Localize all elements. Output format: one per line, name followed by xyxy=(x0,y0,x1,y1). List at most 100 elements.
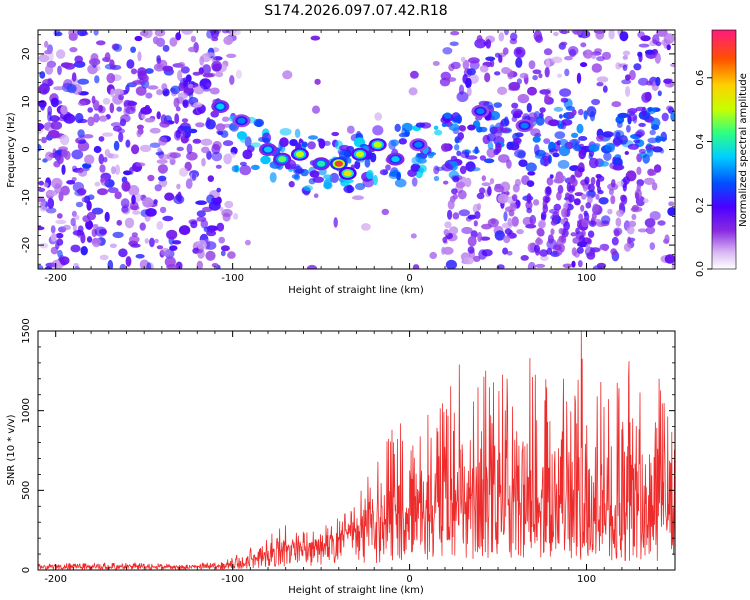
heatmap-cell xyxy=(374,112,383,121)
heatmap-cell xyxy=(443,112,452,119)
heatmap-cell xyxy=(88,58,101,66)
heatmap-cell xyxy=(608,188,614,196)
heatmap-cell xyxy=(206,194,215,204)
heatmap-cell xyxy=(118,132,124,143)
heatmap-cell xyxy=(44,40,49,48)
heatmap-cell xyxy=(144,68,154,74)
heatmap-cell xyxy=(177,92,189,99)
heatmap-cell xyxy=(80,246,88,256)
heatmap-cell xyxy=(464,177,472,188)
heatmap-cell xyxy=(444,221,452,229)
heatmap-peak xyxy=(317,160,326,167)
heatmap-cell xyxy=(611,101,622,108)
heatmap-cell xyxy=(506,250,513,256)
heatmap-cell xyxy=(142,30,153,39)
heatmap-cell xyxy=(174,113,180,125)
heatmap-cell xyxy=(454,136,460,144)
heatmap-cell xyxy=(539,249,548,257)
heatmap-cell xyxy=(450,61,461,70)
heatmap-cell xyxy=(645,144,656,151)
heatmap-cell xyxy=(647,107,653,112)
heatmap-cell xyxy=(77,30,87,37)
heatmap-cell xyxy=(534,144,540,156)
heatmap-cell xyxy=(314,78,321,85)
heatmap-cell xyxy=(544,196,550,204)
colorbar-tick-label: 0.6 xyxy=(695,70,706,86)
heatmap-cell xyxy=(192,138,202,144)
heatmap-cell xyxy=(448,123,460,131)
heatmap-cell xyxy=(476,203,482,211)
heatmap-cell xyxy=(638,122,646,127)
x-tick-label: 100 xyxy=(577,574,596,585)
heatmap-cell xyxy=(221,30,229,34)
heatmap-cell xyxy=(114,191,122,200)
heatmap-cell xyxy=(169,37,178,47)
heatmap-cell xyxy=(526,180,535,188)
heatmap-cell xyxy=(39,71,46,79)
heatmap-cell xyxy=(355,183,366,191)
heatmap-cell xyxy=(61,164,66,175)
heatmap-cell xyxy=(469,236,476,243)
heatmap-cell xyxy=(663,33,675,44)
heatmap-cell xyxy=(222,116,230,122)
heatmap-cell xyxy=(597,135,604,140)
heatmap-cell xyxy=(156,159,168,165)
snr-y-ticks: 0 500 1000 1500 xyxy=(21,318,675,573)
heatmap-cell xyxy=(410,233,417,239)
heatmap-cell xyxy=(460,151,470,159)
heatmap-cell xyxy=(636,166,642,175)
heatmap-cell xyxy=(484,72,491,83)
heatmap-cell xyxy=(552,211,560,220)
heatmap-cell xyxy=(560,30,569,35)
heatmap-cell xyxy=(486,147,497,158)
heatmap-cell xyxy=(47,197,55,209)
heatmap-cell xyxy=(565,192,570,200)
heatmap-cell xyxy=(650,117,661,128)
heatmap-cell xyxy=(522,216,533,226)
heatmap-cell xyxy=(156,111,161,120)
heatmap-cell xyxy=(152,36,159,45)
heatmap-cell xyxy=(354,160,361,170)
heatmap-cell xyxy=(649,129,656,136)
heatmap-cell xyxy=(121,180,131,192)
heatmap-cell xyxy=(396,171,401,181)
heatmap-cell xyxy=(63,113,76,124)
heatmap-cell xyxy=(532,136,541,143)
heatmap-cell xyxy=(50,225,56,234)
heatmap-cell xyxy=(159,206,167,214)
heatmap-cell xyxy=(229,75,235,85)
heatmap-cell xyxy=(312,105,320,114)
heatmap-cell xyxy=(158,154,171,160)
heatmap-cell xyxy=(149,237,155,248)
heatmap-cell xyxy=(479,187,486,194)
snr-x-ticks: -200 -100 0 100 xyxy=(37,331,676,585)
heatmap-cell xyxy=(41,136,47,144)
heatmap-cell xyxy=(113,88,124,96)
heatmap-cell xyxy=(469,167,481,172)
heatmap-cell xyxy=(190,35,197,43)
heatmap-cell xyxy=(111,166,116,175)
heatmap-cell xyxy=(580,204,585,212)
heatmap-cell xyxy=(649,242,656,251)
heatmap-cell xyxy=(60,62,72,68)
heatmap-cell xyxy=(70,244,81,253)
heatmap-cell xyxy=(493,102,503,108)
heatmap-cell xyxy=(192,71,201,76)
heatmap-peak xyxy=(216,103,225,110)
heatmap-cell xyxy=(506,159,512,169)
heatmap-cell xyxy=(445,77,457,82)
heatmap-cell xyxy=(513,137,522,144)
y-tick-label: 500 xyxy=(21,481,32,500)
y-tick-label: 1500 xyxy=(21,318,32,343)
heatmap-cell xyxy=(128,167,135,172)
heatmap-cell xyxy=(504,228,512,235)
heatmap-cell xyxy=(394,123,401,132)
heatmap-cell xyxy=(633,63,642,71)
heatmap-cell xyxy=(458,84,465,95)
heatmap-cell xyxy=(71,149,84,160)
heatmap-cell xyxy=(366,169,374,180)
heatmap-cell xyxy=(93,145,102,154)
heatmap-cell xyxy=(588,183,595,193)
heatmap-cell xyxy=(218,236,225,244)
heatmap-cell xyxy=(47,111,52,122)
